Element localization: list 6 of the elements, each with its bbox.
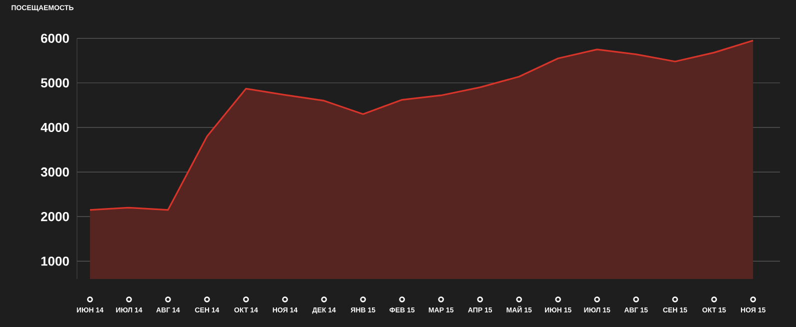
y-tick-label: 2000 [41,212,69,222]
y-tick-label: 1000 [41,256,69,266]
y-tick-label: 4000 [40,122,69,132]
y-tick-label: 5000 [40,78,69,88]
y-tick-label: 3000 [40,167,69,177]
y-tick-label: 6000 [41,34,69,43]
